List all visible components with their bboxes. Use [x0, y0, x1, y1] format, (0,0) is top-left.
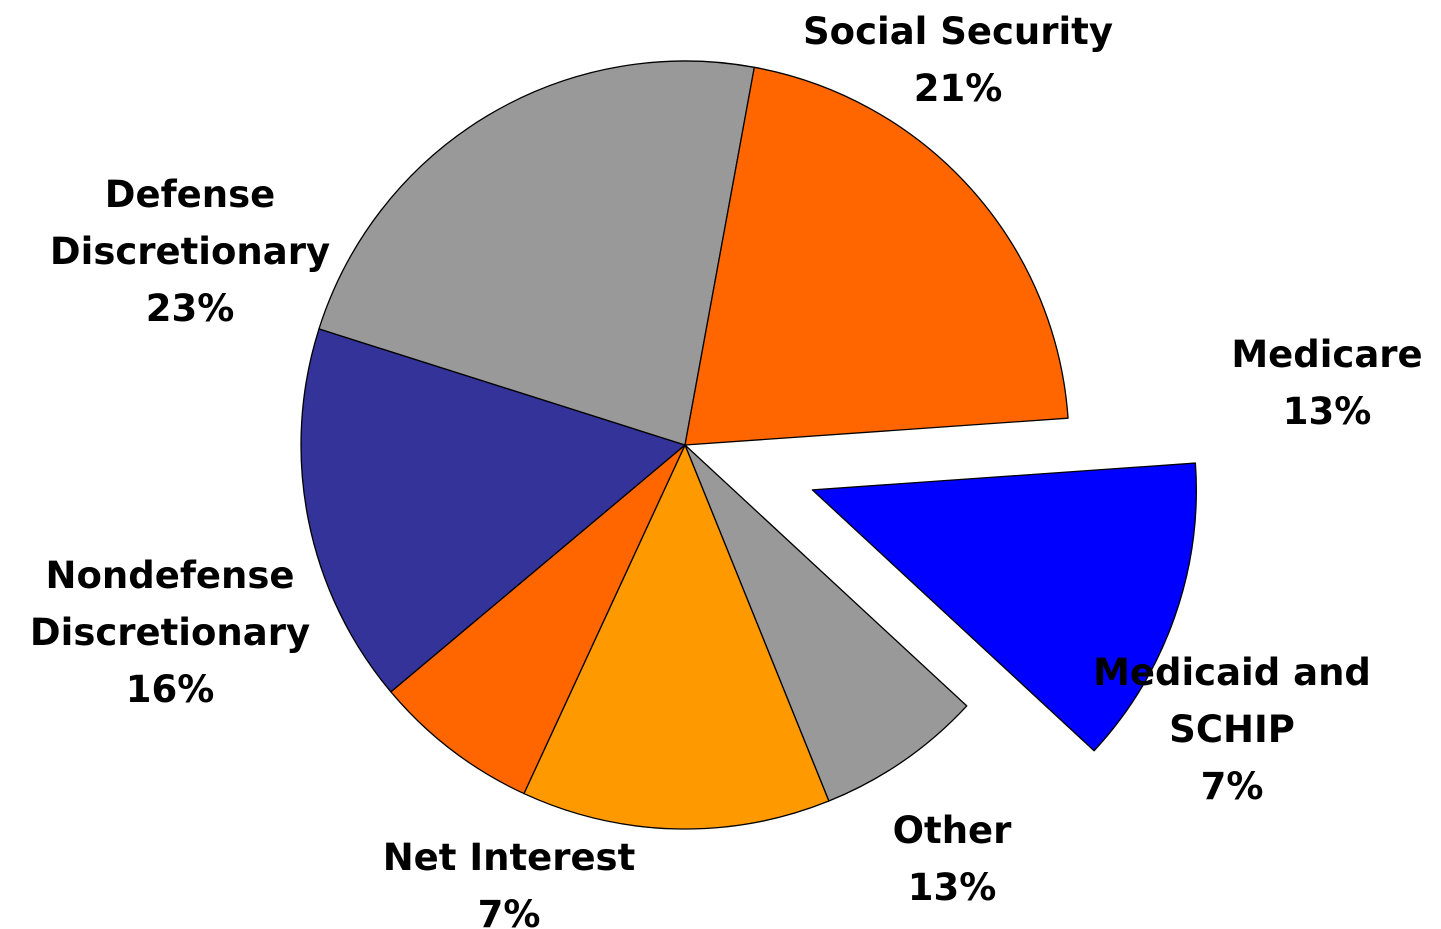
slice-name-label: Discretionary	[50, 230, 330, 273]
slice-label-nondefense-discretionary: Nondefense Discretionary 16%	[30, 554, 310, 711]
slice-percent-label: 21%	[914, 67, 1003, 110]
pie-slice-medicare	[811, 462, 1197, 752]
slice-name-label: SCHIP	[1169, 708, 1295, 751]
slice-name-label: Social Security	[803, 10, 1113, 53]
slice-label-net-interest: Net Interest 7%	[383, 836, 636, 929]
slice-name-label: Nondefense	[46, 554, 295, 597]
slice-percent-label: 16%	[126, 668, 215, 711]
slice-percent-label: 7%	[1201, 765, 1264, 808]
slice-name-label: Discretionary	[30, 611, 310, 654]
slice-name-label: Medicare	[1231, 333, 1422, 376]
pie-slice-defense-discretionary	[318, 60, 755, 446]
slice-label-medicare: Medicare 13%	[1231, 333, 1422, 433]
pie-slice-net-interest	[390, 444, 686, 795]
pie-slice-social-security	[684, 66, 1069, 446]
slice-percent-label: 13%	[908, 866, 997, 909]
slice-percent-label: 13%	[1283, 390, 1372, 433]
pie-slice-other	[523, 444, 830, 830]
slice-label-social-security: Social Security 21%	[803, 10, 1113, 110]
pie-labels: Medicare 13% Medicaid and SCHIP 7% Other 13% Ne…	[30, 10, 1423, 929]
slice-name-label: Net Interest	[383, 836, 636, 879]
slice-label-other: Other 13%	[893, 809, 1013, 909]
slice-percent-label: 23%	[146, 287, 235, 330]
slice-percent-label: 7%	[478, 893, 541, 929]
pie-slice-medicaid-and-schip	[684, 444, 968, 802]
slice-name-label: Medicaid and	[1093, 651, 1371, 694]
slice-label-medicaid-and-schip: Medicaid and SCHIP 7%	[1093, 651, 1371, 808]
pie-slices	[300, 60, 1197, 830]
slice-name-label: Other	[893, 809, 1013, 852]
slice-label-defense-discretionary: Defense Discretionary 23%	[50, 173, 330, 330]
pie-slice-nondefense-discretionary	[300, 328, 686, 693]
slice-name-label: Defense	[105, 173, 275, 216]
